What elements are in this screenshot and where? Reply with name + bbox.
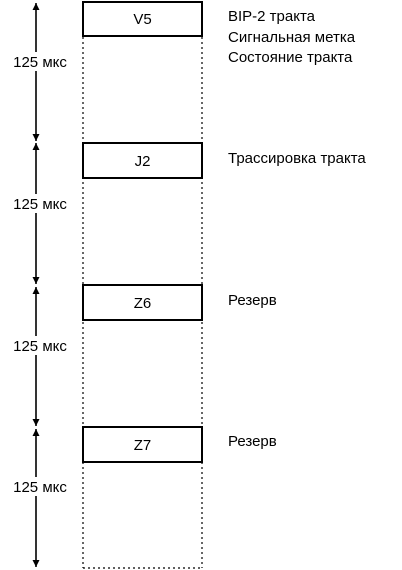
label-backdrop	[4, 477, 74, 496]
byte-box	[82, 1, 203, 37]
byte-label: Z7	[134, 437, 152, 454]
period-arrow-4: 125 мкс	[4, 429, 74, 567]
byte-box	[82, 142, 203, 179]
description-line: Резерв	[228, 292, 277, 309]
period-arrow-1: 125 мкс	[4, 2, 74, 141]
period-label: 125 мкс	[13, 479, 67, 496]
byte-z7-description: Резерв	[228, 433, 277, 450]
description-line: BIP-2 тракта	[228, 8, 316, 25]
label-backdrop	[4, 194, 74, 213]
byte-label: V5	[133, 11, 151, 28]
description-line: Резерв	[228, 433, 277, 450]
byte-label: Z6	[134, 295, 152, 312]
byte-v5: V5	[82, 1, 203, 37]
byte-j2-description: Трассировка тракта	[228, 150, 366, 167]
description-line: Состояние тракта	[228, 49, 353, 66]
period-arrow-2: 125 мкс	[4, 143, 74, 284]
byte-j2: J2	[82, 142, 203, 179]
description-line: Трассировка тракта	[228, 150, 366, 167]
byte-v5-description: BIP-2 тракта Сигнальная метка Состояние …	[228, 8, 356, 66]
byte-label: J2	[135, 153, 151, 170]
description-line: Сигнальная метка	[228, 29, 356, 46]
period-label: 125 мкс	[13, 338, 67, 355]
period-label: 125 мкс	[13, 196, 67, 213]
label-backdrop	[4, 336, 74, 355]
period-label: 125 мкс	[13, 54, 67, 71]
byte-z6: Z6	[82, 284, 203, 321]
period-arrow-3: 125 мкс	[4, 287, 74, 426]
byte-box	[82, 426, 203, 463]
byte-z6-description: Резерв	[228, 292, 277, 309]
byte-box	[82, 284, 203, 321]
byte-z7: Z7	[82, 426, 203, 463]
label-backdrop	[4, 52, 74, 71]
